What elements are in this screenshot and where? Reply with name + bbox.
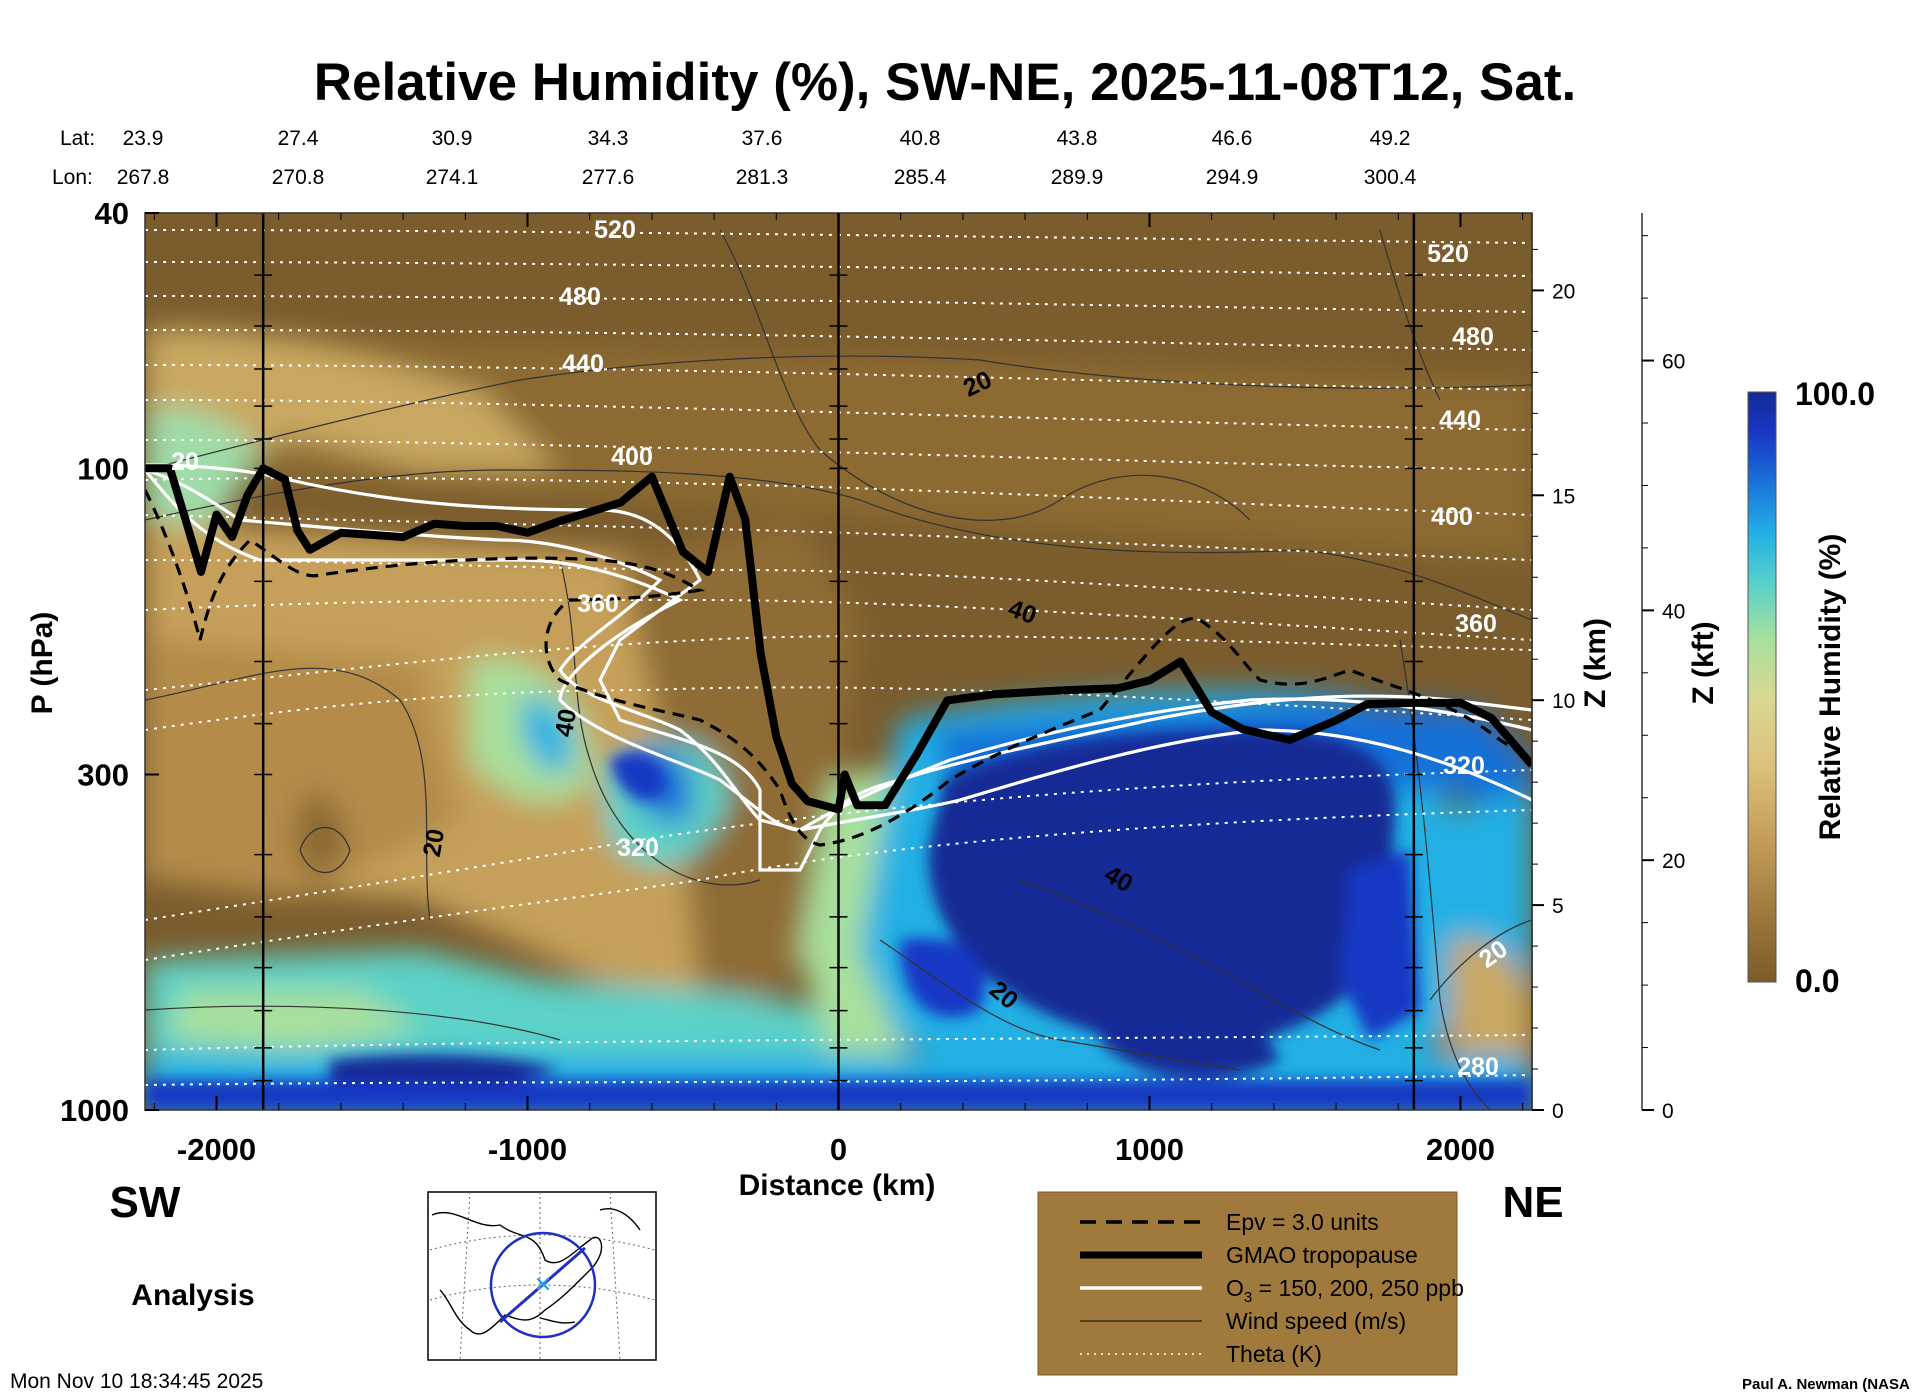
wind-speed-contours — [145, 229, 1532, 1110]
chart-title: Relative Humidity (%), SW-NE, 2025-11-08… — [314, 53, 1577, 112]
credit: Paul A. Newman (NASA — [1742, 1376, 1910, 1393]
lon-value: 270.8 — [272, 166, 325, 189]
theta-label-400-right: 400 — [1431, 503, 1473, 531]
theta-label-480-right: 480 — [1452, 323, 1494, 351]
z-kft-tick-label: 0 — [1662, 1100, 1674, 1123]
theta-label-440-right: 440 — [1439, 406, 1481, 434]
analysis-label: Analysis — [131, 1279, 254, 1312]
lat-lon-readouts: 23.9 267.8 27.4 270.8 30.9 274.1 34.3 277.6 37.6… — [117, 127, 1417, 189]
lat-value: 49.2 — [1370, 127, 1411, 150]
z-km-axis-label: Z (km) — [1579, 618, 1612, 708]
lat-value: 40.8 — [900, 127, 941, 150]
y-axis-label: P (hPa) — [26, 612, 59, 715]
x-tick-label: 1000 — [1115, 1132, 1184, 1167]
x-tick-label: -1000 — [488, 1132, 567, 1167]
legend-tropopause: GMAO tropopause — [1226, 1242, 1418, 1268]
theta-label-400: 400 — [611, 443, 653, 471]
theta-label-360: 360 — [577, 590, 619, 618]
theta-labels: 520 480 440 400 360 320 520 480 440 400 … — [559, 216, 1499, 1081]
inset-map: ✕ — [427, 1191, 657, 1361]
lon-value: 267.8 — [117, 166, 170, 189]
legend-wind-speed: Wind speed (m/s) — [1226, 1308, 1406, 1334]
wind-label-40-left: 40 — [550, 707, 582, 739]
legend-epv: Epv = 3.0 units — [1226, 1209, 1379, 1235]
legend: Epv = 3.0 units GMAO tropopause O3 = 150… — [1037, 1191, 1464, 1376]
theta-isentropes — [145, 229, 1532, 1086]
legend-ozone: O3 = 150, 200, 250 ppb — [1226, 1275, 1464, 1306]
svg-text:✕: ✕ — [534, 1272, 552, 1297]
colorbar: 100.0 0.0 Relative Humidity (%) — [1747, 376, 1875, 999]
z-km-tick-label: 0 — [1552, 1100, 1564, 1123]
lat-value: 34.3 — [588, 127, 629, 150]
gmao-tropopause-line — [145, 464, 1532, 814]
lat-value: 27.4 — [278, 127, 319, 150]
x-tick-label: -2000 — [177, 1132, 256, 1167]
colorbar-label: Relative Humidity (%) — [1814, 534, 1847, 841]
colorbar-max-label: 100.0 — [1795, 376, 1875, 412]
theta-label-320: 320 — [617, 834, 659, 862]
colorbar-min-label: 0.0 — [1795, 963, 1839, 999]
lon-value: 300.4 — [1364, 166, 1417, 189]
z-km-tick-label: 5 — [1552, 895, 1564, 918]
y-tick-label: 100 — [77, 451, 129, 486]
y-tick-label: 40 — [95, 196, 129, 231]
theta-label-520-right: 520 — [1427, 240, 1469, 268]
lat-value: 30.9 — [432, 127, 473, 150]
lon-value: 281.3 — [736, 166, 789, 189]
lon-value: 294.9 — [1206, 166, 1259, 189]
colorbar-gradient — [1747, 391, 1777, 983]
z-km-tick-label: 10 — [1552, 690, 1575, 713]
z-kft-tick-label: 40 — [1662, 600, 1685, 623]
theta-label-440: 440 — [562, 350, 604, 378]
ne-label: NE — [1502, 1178, 1563, 1227]
lat-value: 46.6 — [1212, 127, 1253, 150]
x-axis-label: Distance (km) — [739, 1169, 936, 1202]
theta-label-320-right: 320 — [1443, 752, 1485, 780]
lon-value: 274.1 — [426, 166, 479, 189]
z-km-axis: 0 5 10 15 20 — [1531, 213, 1575, 1123]
x-tick-label: 2000 — [1426, 1132, 1495, 1167]
theta-label-480: 480 — [559, 283, 601, 311]
vertical-marker-lines — [254, 213, 1423, 1110]
y-axis-ticks: 40 100 300 1000 — [60, 196, 159, 1128]
lon-label: Lon: — [52, 166, 93, 189]
z-kft-axis-label: Z (kft) — [1687, 621, 1720, 704]
wind-label-20-mid: 20 — [418, 827, 450, 859]
y-tick-label: 1000 — [60, 1093, 129, 1128]
theta-label-280-right: 280 — [1457, 1053, 1499, 1081]
z-km-tick-label: 20 — [1552, 280, 1575, 303]
lat-value: 23.9 — [123, 127, 164, 150]
legend-theta: Theta (K) — [1226, 1341, 1322, 1367]
x-axis-ticks: -2000 -1000 0 1000 2000 — [153, 213, 1524, 1167]
lat-value: 37.6 — [742, 127, 783, 150]
lon-value: 277.6 — [582, 166, 635, 189]
x-tick-label: 0 — [830, 1132, 847, 1167]
z-km-tick-label: 15 — [1552, 485, 1575, 508]
z-kft-tick-label: 60 — [1662, 351, 1685, 374]
lat-label: Lat: — [60, 127, 95, 150]
z-kft-tick-label: 20 — [1662, 850, 1685, 873]
timestamp: Mon Nov 10 18:34:45 2025 — [10, 1370, 263, 1393]
sw-label: SW — [110, 1178, 181, 1227]
theta-label-360-right: 360 — [1455, 610, 1497, 638]
lon-value: 289.9 — [1051, 166, 1104, 189]
theta-label-520: 520 — [594, 216, 636, 244]
lon-value: 285.4 — [894, 166, 947, 189]
z-kft-axis: 0 20 40 60 — [1641, 213, 1685, 1123]
epv-line — [145, 489, 1532, 847]
wind-label-20-ul: 20 — [171, 448, 199, 476]
y-tick-label: 300 — [77, 757, 129, 792]
lat-value: 43.8 — [1057, 127, 1098, 150]
